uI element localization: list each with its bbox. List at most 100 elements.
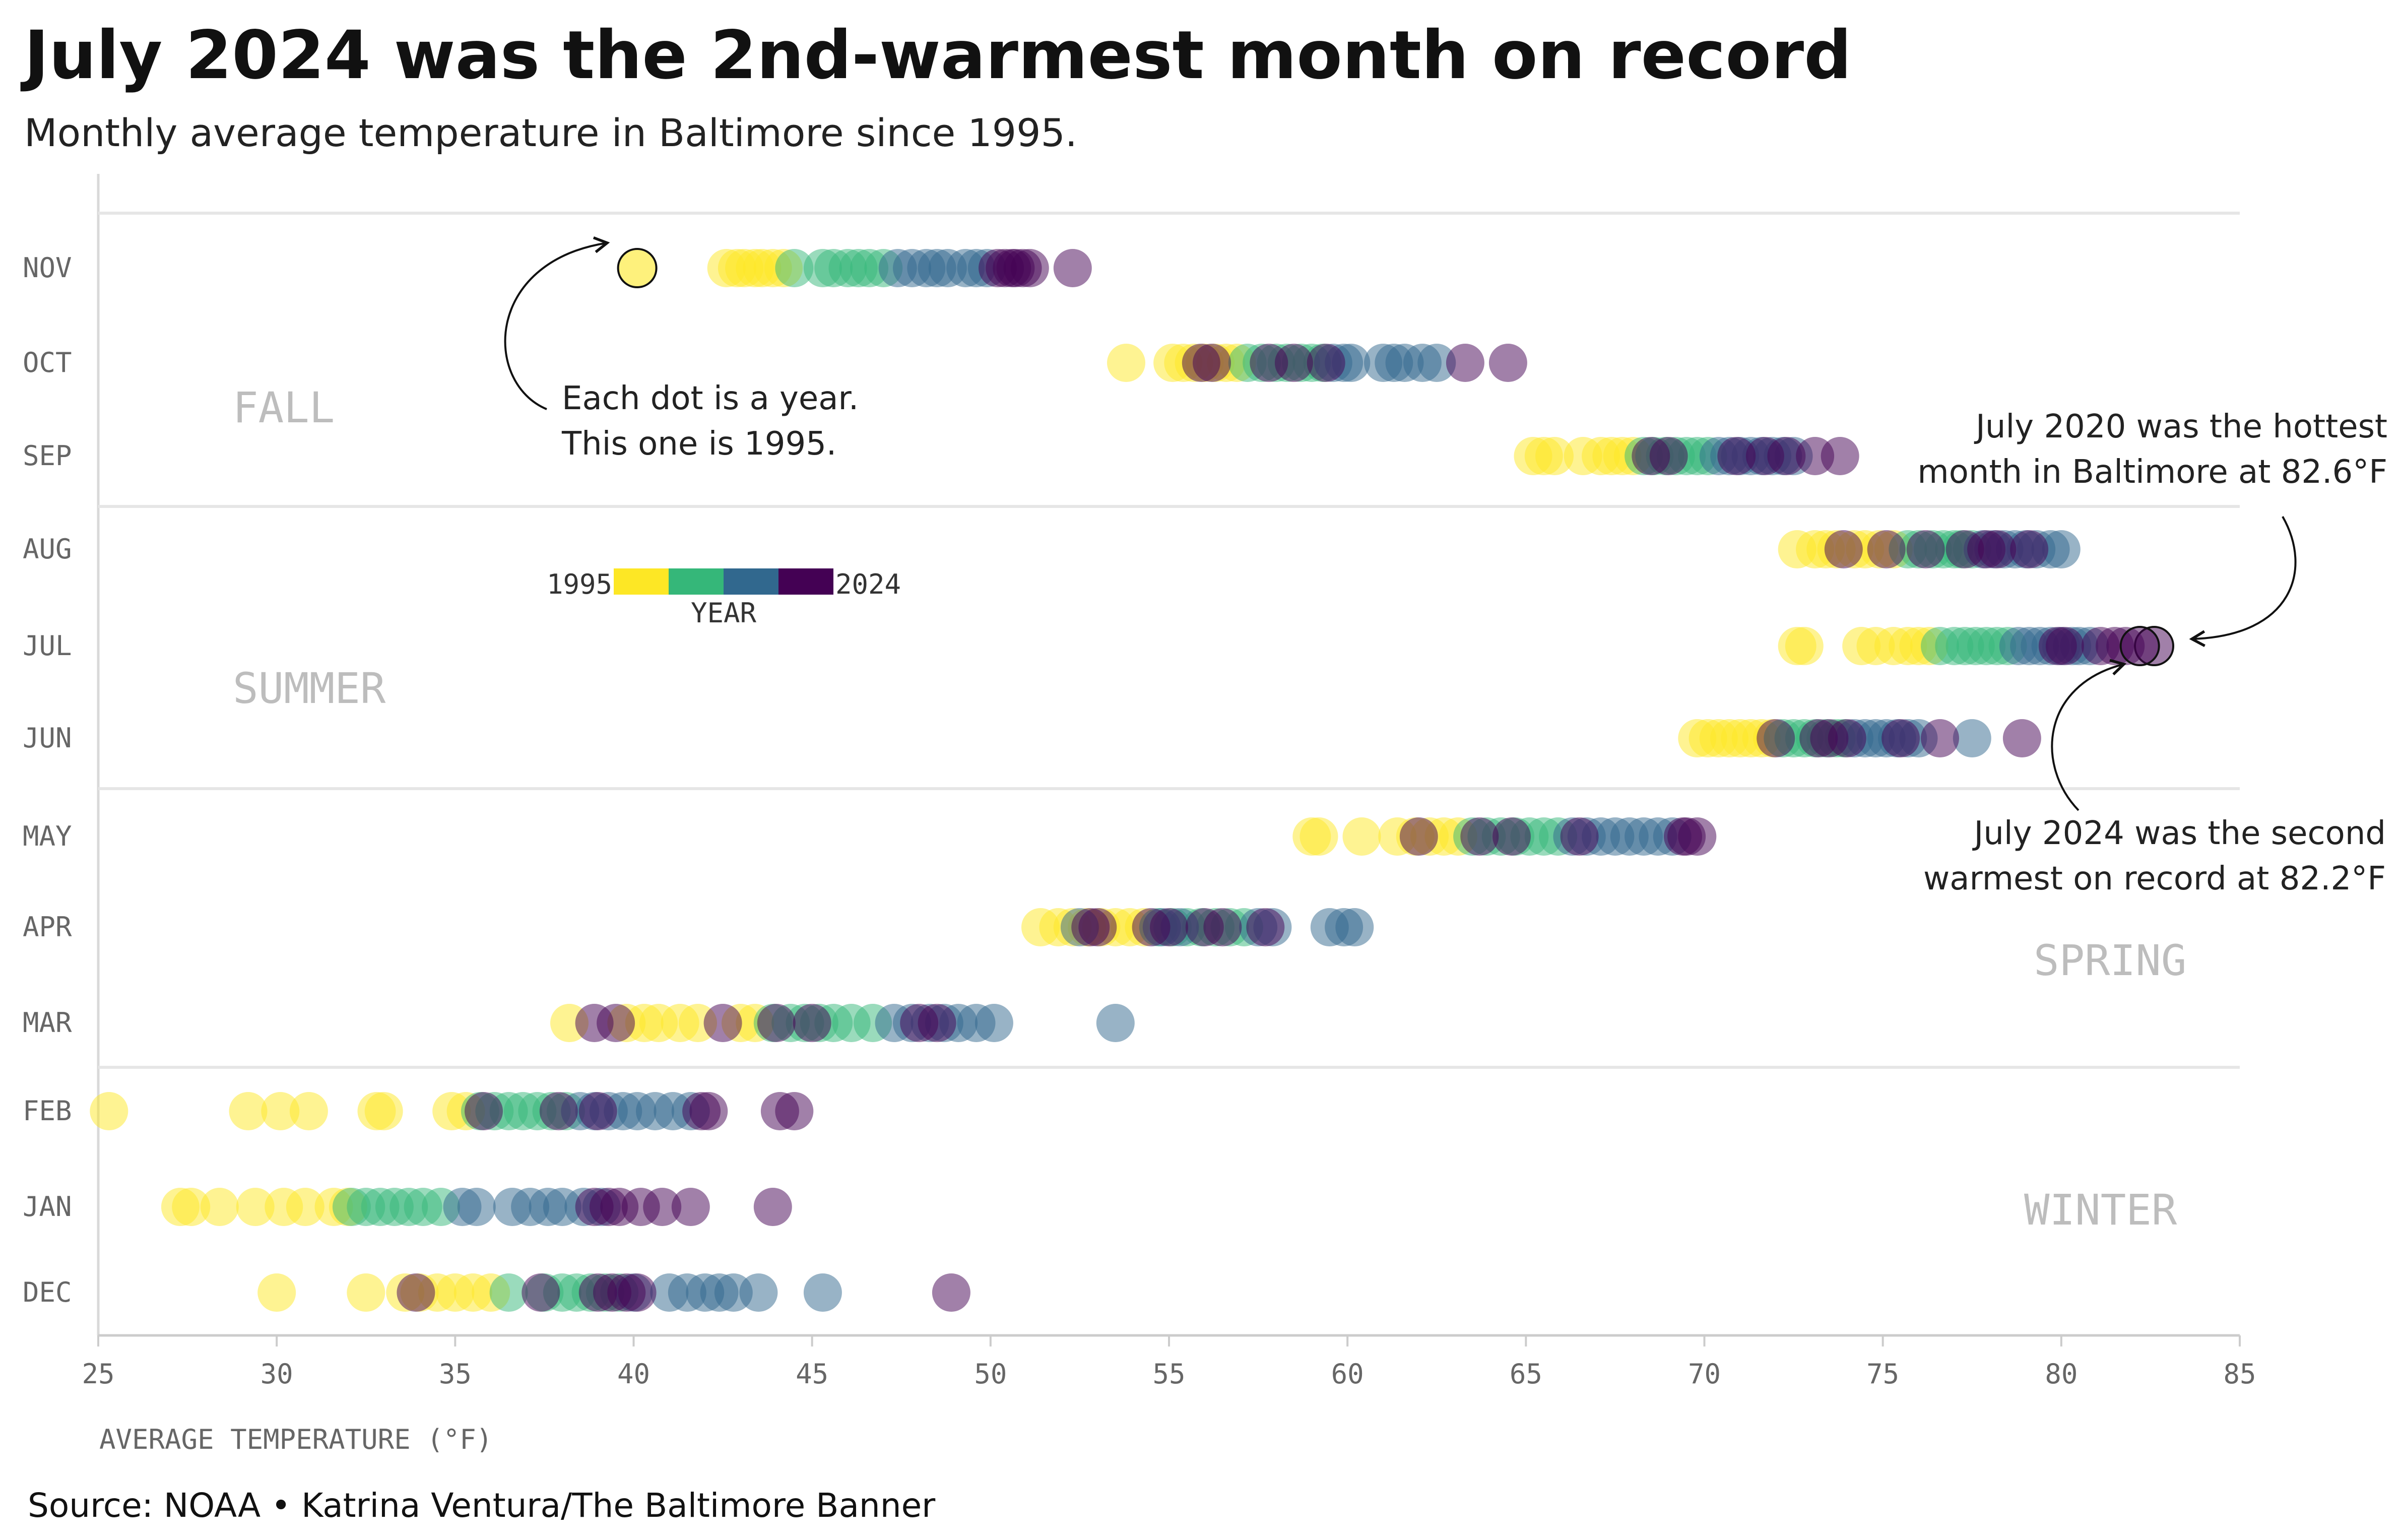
dot-sep-2019 — [1821, 437, 1859, 475]
month-label-may: MAY — [23, 820, 72, 852]
dot-jan-1998 — [200, 1188, 239, 1226]
x-axis-label: AVERAGE TEMPERATURE (°F) — [99, 1424, 492, 1455]
x-tick-label: 35 — [439, 1358, 472, 1390]
dot-jul-1996 — [1778, 627, 1816, 665]
month-label-sep: SEP — [23, 440, 72, 472]
month-labels: NOV OCT SEP AUG JUL JUN MAY APR MAR FEB JAN DEC — [23, 252, 72, 1308]
dot-apr-2023 — [1071, 908, 1110, 946]
data-points — [90, 248, 2174, 1312]
dot-feb-2024 — [682, 1092, 721, 1130]
legend-end-label: 2024 — [835, 568, 901, 600]
dot-may-2023 — [1560, 817, 1599, 856]
dot-may-2021 — [1460, 817, 1499, 856]
season-label-winter: WINTER — [2024, 1185, 2177, 1235]
dot-feb-1999 — [289, 1092, 328, 1130]
dot-sep-1997 — [1535, 437, 1574, 475]
dot-dec-2003 — [489, 1273, 528, 1312]
annotation-second: July 2024 was the second warmest on reco… — [1923, 659, 2386, 897]
dot-aug-2022 — [2010, 530, 2049, 568]
dot-feb-2020 — [775, 1092, 814, 1130]
dot-jan-2020 — [643, 1188, 682, 1226]
dot-sep-2023 — [1767, 437, 1806, 475]
dot-feb-2023 — [578, 1092, 617, 1130]
dot-mar-2021 — [757, 1004, 796, 1042]
dot-nov-2003 — [775, 249, 814, 287]
dot-dec-1995 — [257, 1273, 296, 1312]
dot-may-2022 — [1492, 817, 1531, 856]
x-tick-label: 75 — [1866, 1358, 1899, 1390]
dot-apr-2022 — [1203, 908, 1242, 946]
season-label-fall: FALL — [233, 383, 335, 432]
dot-nov-2024 — [1053, 249, 1092, 287]
month-label-aug: AUG — [23, 533, 72, 565]
dot-jan-2022 — [753, 1188, 792, 1226]
season-label-spring: SPRING — [2034, 936, 2186, 985]
x-tick-label: 45 — [796, 1358, 828, 1390]
dot-jan-1997 — [172, 1188, 211, 1226]
x-tick-label: 65 — [1510, 1358, 1542, 1390]
dot-dec-1996 — [347, 1273, 385, 1312]
legend-title: YEAR — [691, 597, 757, 629]
source-credit: Source: NOAA • Katrina Ventura/The Balti… — [28, 1486, 936, 1525]
dot-mar-2019 — [703, 1004, 742, 1042]
dot-dec-2018 — [932, 1273, 970, 1312]
dot-jan-1999 — [236, 1188, 275, 1226]
month-label-dec: DEC — [23, 1276, 72, 1308]
dot-feb-1996 — [90, 1092, 128, 1130]
month-label-jul: JUL — [23, 630, 72, 662]
annotation-arrow-1995 — [504, 236, 610, 410]
dot-aug-2018 — [1824, 530, 1863, 568]
dot-apr-2024 — [1150, 908, 1188, 946]
dot-feb-2021 — [465, 1092, 503, 1130]
dot-mar-2024 — [918, 1004, 956, 1042]
dot-mar-2000 — [661, 1004, 699, 1042]
annotation-dot-line2: This one is 1995. — [561, 425, 836, 463]
x-tick-label: 30 — [261, 1358, 293, 1390]
annotation-dot-line1: Each dot is a year. — [562, 380, 859, 417]
dot-sep-2021 — [1717, 437, 1756, 475]
dot-mar-2023 — [597, 1004, 635, 1042]
annotation-second-line2: warmest on record at 82.2°F — [1923, 860, 2386, 897]
x-tick-label: 85 — [2223, 1358, 2256, 1390]
x-tick-label: 40 — [617, 1358, 650, 1390]
annotation-hottest: July 2020 was the hottest month in Balti… — [1917, 408, 2387, 648]
dot-oct-2024 — [1307, 344, 1345, 382]
dot-may-1996 — [1342, 817, 1381, 856]
dot-jan-2011 — [457, 1188, 496, 1226]
dot-feb-2022 — [539, 1092, 578, 1130]
month-label-jun: JUN — [23, 722, 72, 754]
chart-subtitle: Monthly average temperature in Baltimore… — [24, 110, 1077, 155]
month-label-jan: JAN — [23, 1191, 72, 1223]
dot-dec-2024 — [593, 1273, 631, 1312]
annotation-second-line1: July 2024 was the second — [1972, 815, 2386, 852]
dot-jun-2022 — [1881, 719, 1920, 757]
annotation-arrow-second — [2051, 659, 2127, 811]
dot-dec-2020 — [522, 1273, 560, 1312]
dot-dec-2016 — [739, 1273, 778, 1312]
annotation-hottest-line2: month in Baltimore at 82.6°F — [1917, 454, 2387, 491]
x-tick-label: 60 — [1331, 1358, 1364, 1390]
dot-mar-2022 — [793, 1004, 831, 1042]
legend-color-bar — [614, 568, 833, 595]
dot-sep-2024 — [1632, 437, 1670, 475]
dot-apr-2014 — [1335, 908, 1374, 946]
dot-dec-2019 — [397, 1273, 435, 1312]
x-axis-ticks: 25 30 35 40 45 50 55 60 65 70 75 80 85 — [82, 1335, 2256, 1390]
dot-oct-2019 — [1488, 344, 1527, 382]
dot-jul-2023 — [2038, 627, 2077, 665]
annotation-dot-explainer: Each dot is a year. This one is 1995. — [504, 236, 859, 463]
dot-nov-1995 — [617, 248, 658, 288]
dot-oct-2022 — [1193, 344, 1231, 382]
dot-aug-2017 — [2042, 530, 2081, 568]
dot-feb-2000 — [357, 1092, 396, 1130]
x-tick-label: 50 — [974, 1358, 1007, 1390]
dot-feb-1998 — [261, 1092, 300, 1130]
dot-jan-2001 — [286, 1188, 324, 1226]
dot-mar-2016 — [975, 1004, 1013, 1042]
month-label-mar: MAR — [23, 1007, 72, 1039]
year-legend: 1995 2024 YEAR — [547, 568, 901, 629]
dot-oct-2017 — [1417, 344, 1456, 382]
dot-jun-2017 — [1953, 719, 1991, 757]
x-tick-label: 70 — [1688, 1358, 1721, 1390]
